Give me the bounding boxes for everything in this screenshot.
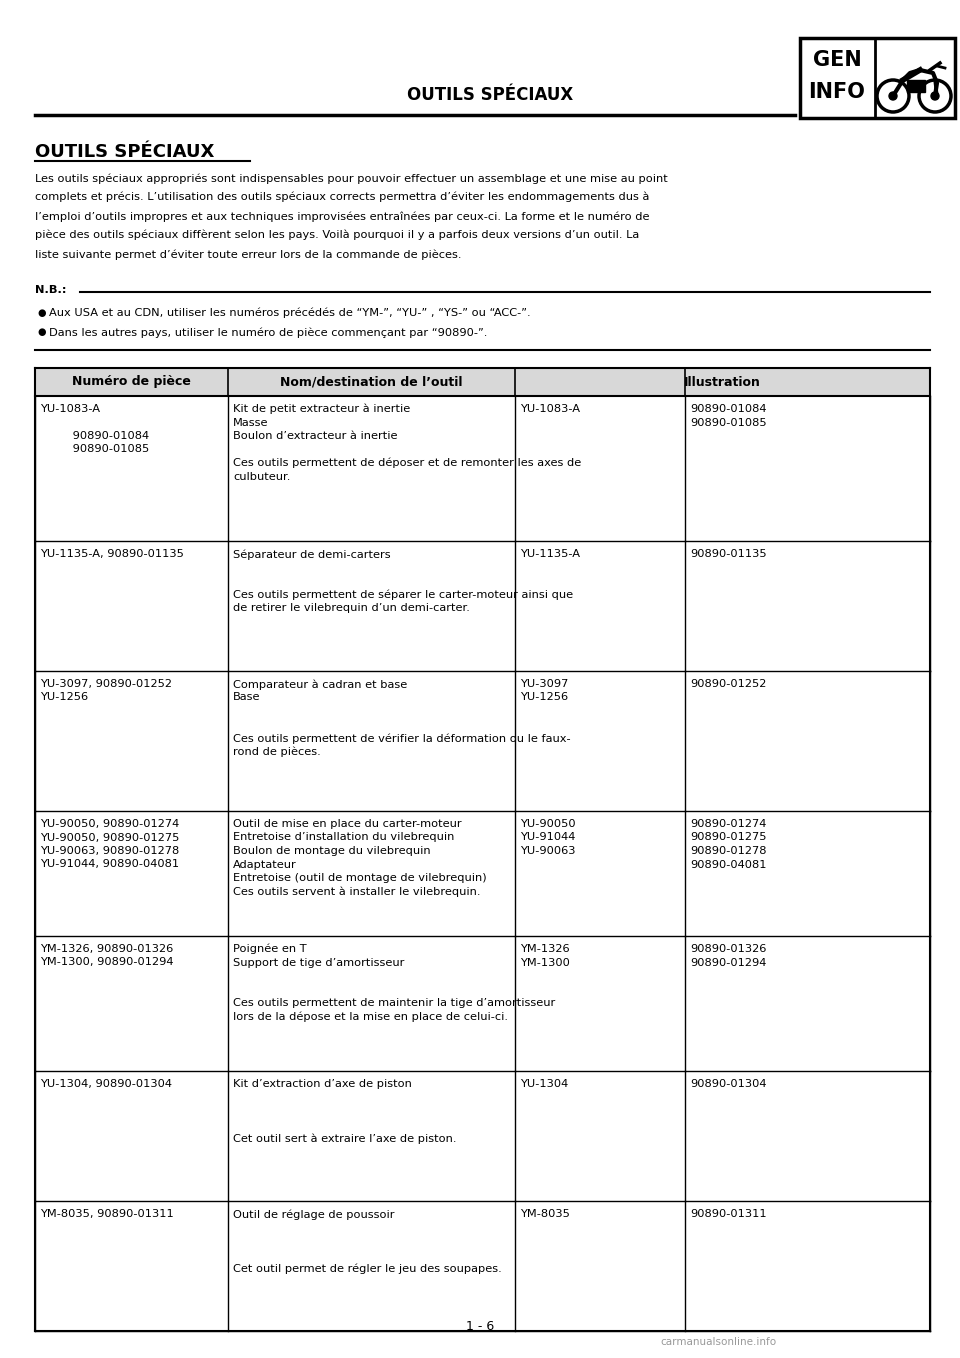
Text: Cet outil permet de régler le jeu des soupapes.: Cet outil permet de régler le jeu des so… [233, 1263, 502, 1274]
Text: YM-1300, 90890-01294: YM-1300, 90890-01294 [40, 957, 174, 967]
Text: Ces outils servent à installer le vilebrequin.: Ces outils servent à installer le vilebr… [233, 887, 481, 898]
Text: lors de la dépose et la mise en place de celui-ci.: lors de la dépose et la mise en place de… [233, 1012, 508, 1023]
Text: Kit de petit extracteur à inertie: Kit de petit extracteur à inertie [233, 403, 410, 414]
Text: YU-90050: YU-90050 [520, 819, 576, 828]
Text: 90890-01085: 90890-01085 [40, 444, 149, 455]
Circle shape [931, 92, 939, 100]
Text: carmanualsonline.info: carmanualsonline.info [660, 1338, 776, 1347]
Text: YM-8035: YM-8035 [520, 1209, 570, 1219]
Text: YU-90050, 90890-01275: YU-90050, 90890-01275 [40, 832, 180, 842]
Bar [800, 38, 955, 118]
Text: Masse: Masse [233, 417, 269, 428]
Text: 90890-01084: 90890-01084 [690, 403, 766, 414]
Text: Support de tige d’amortisseur: Support de tige d’amortisseur [233, 957, 404, 967]
Text: 90890-01274: 90890-01274 [690, 819, 766, 828]
Text: Outil de réglage de poussoir: Outil de réglage de poussoir [233, 1209, 395, 1219]
Text: Poignée en T: Poignée en T [233, 944, 306, 955]
Text: YU-3097: YU-3097 [520, 679, 568, 689]
Text: Comparateur à cadran et base: Comparateur à cadran et base [233, 679, 407, 690]
Text: Numéro de pièce: Numéro de pièce [72, 376, 191, 388]
Text: l’emploi d’outils impropres et aux techniques improvisées entraînées par ceux-ci: l’emploi d’outils impropres et aux techn… [35, 210, 650, 221]
Text: Nom/destination de l’outil: Nom/destination de l’outil [280, 376, 463, 388]
Text: OUTILS SPÉCIAUX: OUTILS SPÉCIAUX [407, 86, 573, 105]
Text: Les outils spéciaux appropriés sont indispensables pour pouvoir effectuer un ass: Les outils spéciaux appropriés sont indi… [35, 172, 668, 183]
Text: Boulon d’extracteur à inertie: Boulon d’extracteur à inertie [233, 430, 397, 441]
Text: YU-90063: YU-90063 [520, 846, 575, 856]
Text: N.B.:: N.B.: [35, 285, 66, 295]
Text: 90890-01304: 90890-01304 [690, 1080, 766, 1089]
Text: YM-1326, 90890-01326: YM-1326, 90890-01326 [40, 944, 173, 955]
Text: YM-1300: YM-1300 [520, 957, 570, 967]
Text: YU-90050, 90890-01274: YU-90050, 90890-01274 [40, 819, 180, 828]
Text: ●: ● [37, 308, 45, 318]
Text: YU-3097, 90890-01252: YU-3097, 90890-01252 [40, 679, 172, 689]
Text: 90890-01294: 90890-01294 [690, 957, 766, 967]
Text: 90890-04081: 90890-04081 [690, 860, 766, 869]
Text: 90890-01275: 90890-01275 [690, 832, 766, 842]
Text: Aux USA et au CDN, utiliser les numéros précédés de “YM-”, “YU-” , “YS-” ou “ACC: Aux USA et au CDN, utiliser les numéros … [49, 308, 531, 319]
Text: 90890-01252: 90890-01252 [690, 679, 766, 689]
Text: GEN: GEN [812, 50, 861, 71]
Text: Ces outils permettent de maintenir la tige d’amortisseur: Ces outils permettent de maintenir la ti… [233, 998, 555, 1008]
Text: YU-1304, 90890-01304: YU-1304, 90890-01304 [40, 1080, 172, 1089]
Text: Séparateur de demi-carters: Séparateur de demi-carters [233, 549, 391, 559]
Bar [907, 80, 925, 92]
Text: YU-1135-A, 90890-01135: YU-1135-A, 90890-01135 [40, 549, 184, 559]
Text: YM-8035, 90890-01311: YM-8035, 90890-01311 [40, 1209, 174, 1219]
Text: liste suivante permet d’éviter toute erreur lors de la commande de pièces.: liste suivante permet d’éviter toute err… [35, 249, 462, 259]
Text: YU-1135-A: YU-1135-A [520, 549, 580, 559]
Text: 90890-01278: 90890-01278 [690, 846, 766, 856]
Text: Cet outil sert à extraire l’axe de piston.: Cet outil sert à extraire l’axe de pisto… [233, 1133, 457, 1143]
Circle shape [889, 92, 897, 100]
Text: OUTILS SPÉCIAUX: OUTILS SPÉCIAUX [35, 143, 214, 162]
Text: Illustration: Illustration [684, 376, 761, 388]
Text: pièce des outils spéciaux diffèrent selon les pays. Voilà pourquoi il y a parfoi: pièce des outils spéciaux diffèrent selo… [35, 230, 639, 240]
Text: Boulon de montage du vilebrequin: Boulon de montage du vilebrequin [233, 846, 431, 856]
Text: 90890-01135: 90890-01135 [690, 549, 767, 559]
Text: INFO: INFO [808, 81, 865, 102]
Text: 90890-01085: 90890-01085 [690, 417, 767, 428]
Text: Entretoise (outil de montage de vilebrequin): Entretoise (outil de montage de vilebreq… [233, 873, 487, 883]
Text: rond de pièces.: rond de pièces. [233, 747, 321, 756]
Text: Outil de mise en place du carter-moteur: Outil de mise en place du carter-moteur [233, 819, 462, 828]
Text: Ces outils permettent de déposer et de remonter les axes de: Ces outils permettent de déposer et de r… [233, 458, 581, 469]
Text: complets et précis. L’utilisation des outils spéciaux corrects permettra d’évite: complets et précis. L’utilisation des ou… [35, 191, 649, 202]
Bar [35, 368, 930, 397]
Text: 90890-01084: 90890-01084 [40, 430, 149, 441]
Text: Ces outils permettent de séparer le carter-moteur ainsi que: Ces outils permettent de séparer le cart… [233, 589, 573, 600]
Text: 1 - 6: 1 - 6 [466, 1320, 494, 1334]
Text: YU-91044, 90890-04081: YU-91044, 90890-04081 [40, 860, 180, 869]
Text: Base: Base [233, 693, 260, 702]
Text: 90890-01326: 90890-01326 [690, 944, 766, 955]
Text: Ces outils permettent de vérifier la déformation ou le faux-: Ces outils permettent de vérifier la déf… [233, 733, 570, 743]
Text: YU-1304: YU-1304 [520, 1080, 568, 1089]
Text: Dans les autres pays, utiliser le numéro de pièce commençant par “90890-”.: Dans les autres pays, utiliser le numéro… [49, 327, 488, 338]
Text: Entretoise d’installation du vilebrequin: Entretoise d’installation du vilebrequin [233, 832, 454, 842]
Text: YU-1083-A: YU-1083-A [40, 403, 100, 414]
Text: Adaptateur: Adaptateur [233, 860, 297, 869]
Text: 90890-01311: 90890-01311 [690, 1209, 767, 1219]
Text: de retirer le vilebrequin d’un demi-carter.: de retirer le vilebrequin d’un demi-cart… [233, 603, 469, 612]
Text: YM-1326: YM-1326 [520, 944, 569, 955]
Text: Kit d’extraction d’axe de piston: Kit d’extraction d’axe de piston [233, 1080, 412, 1089]
Text: ●: ● [37, 327, 45, 337]
Text: YU-1256: YU-1256 [520, 693, 568, 702]
Text: YU-91044: YU-91044 [520, 832, 575, 842]
Text: YU-1256: YU-1256 [40, 693, 88, 702]
Text: culbuteur.: culbuteur. [233, 471, 290, 482]
Text: YU-1083-A: YU-1083-A [520, 403, 580, 414]
Text: YU-90063, 90890-01278: YU-90063, 90890-01278 [40, 846, 180, 856]
